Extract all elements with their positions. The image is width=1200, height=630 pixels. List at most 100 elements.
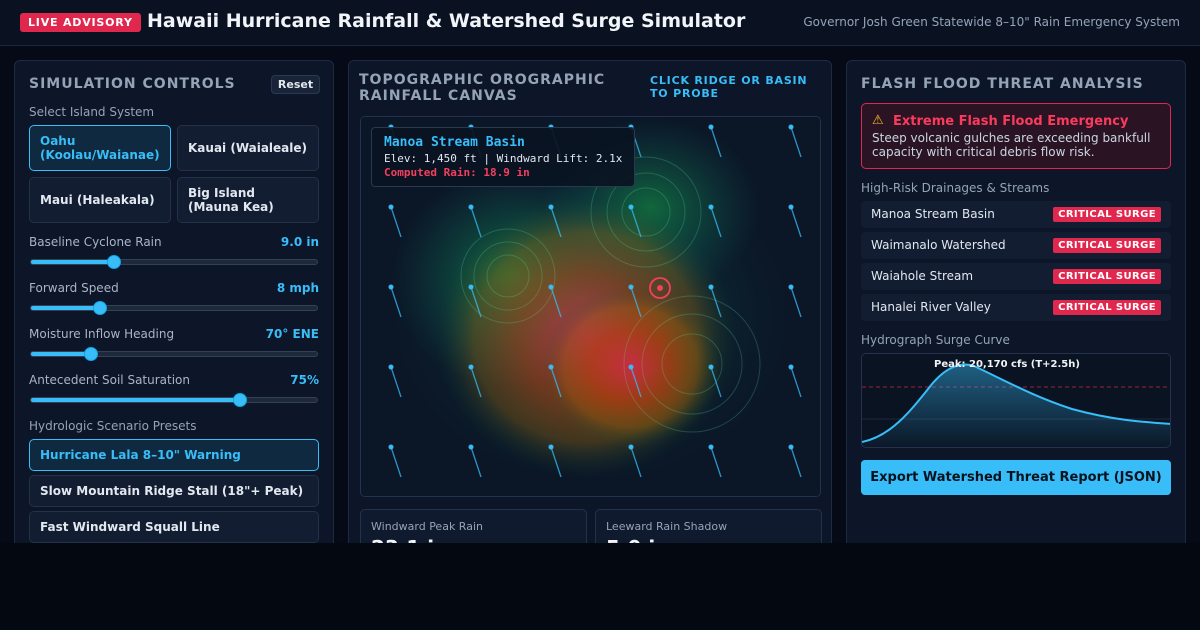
critical-surge-badge: CRITICAL SURGE <box>1053 207 1161 222</box>
drainage-row[interactable]: Waimanalo Watershed CRITICAL SURGE <box>861 232 1171 259</box>
rain-streak <box>630 206 642 238</box>
rain-streak <box>550 446 562 478</box>
rain-streak <box>630 366 642 398</box>
slider-thumb[interactable] <box>92 301 107 315</box>
slider-label: Antecedent Soil Saturation <box>29 373 191 387</box>
drainage-name: Waimanalo Watershed <box>871 238 1006 252</box>
rain-drop <box>548 444 554 450</box>
probe-elevation: Elev: 1,450 ft | Windward Lift: 2.1x <box>384 152 623 165</box>
rain-drop <box>468 364 474 370</box>
slider-track[interactable] <box>30 255 318 269</box>
critical-surge-badge: CRITICAL SURGE <box>1053 300 1161 315</box>
preset-squall-line[interactable]: Fast Windward Squall Line <box>29 511 319 543</box>
slider-track[interactable] <box>30 301 318 315</box>
slider-forward-speed: Forward Speed 8 mph <box>29 281 319 321</box>
slider-track[interactable] <box>30 393 318 407</box>
island-option-kauai[interactable]: Kauai (Waialeale) <box>177 125 319 171</box>
hydrograph-chart: Peak: 20,170 cfs (T+2.5h) <box>861 353 1171 448</box>
hydrograph-svg <box>862 363 1170 447</box>
analysis-title: FLASH FLOOD THREAT ANALYSIS <box>861 76 1144 92</box>
probe-basin-name: Manoa Stream Basin <box>384 135 525 150</box>
rain-streak <box>550 286 562 318</box>
rain-streak <box>790 286 802 318</box>
rain-drop <box>388 284 394 290</box>
rain-streak <box>390 366 402 398</box>
reset-button[interactable]: Reset <box>271 75 320 94</box>
presets-label: Hydrologic Scenario Presets <box>29 419 197 433</box>
rain-drop <box>788 444 794 450</box>
drainage-name: Manoa Stream Basin <box>871 207 995 221</box>
rain-drop <box>708 364 714 370</box>
rain-streak <box>710 206 722 238</box>
drainage-row[interactable]: Hanalei River Valley CRITICAL SURGE <box>861 294 1171 321</box>
ridge-contours <box>460 156 761 433</box>
alert-text: Steep volcanic gulches are exceeding ban… <box>872 131 1151 159</box>
rain-streak <box>790 126 802 158</box>
rain-streak <box>790 446 802 478</box>
probe-computed-rain: Computed Rain: 18.9 in <box>384 166 530 179</box>
drainage-name: Hanalei River Valley <box>871 300 991 314</box>
rain-drop <box>788 204 794 210</box>
viewport-bottom <box>0 543 1200 630</box>
controls-title: SIMULATION CONTROLS <box>29 76 236 92</box>
threat-analysis-panel: FLASH FLOOD THREAT ANALYSIS ⚠ Extreme Fl… <box>846 60 1186 560</box>
drainage-name: Waiahole Stream <box>871 269 974 283</box>
rain-streak <box>630 286 642 318</box>
rain-streak <box>790 206 802 238</box>
island-option-oahu[interactable]: Oahu (Koolau/Waianae) <box>29 125 171 171</box>
stat-label: Windward Peak Rain <box>371 520 483 533</box>
rain-drop <box>548 284 554 290</box>
slider-thumb[interactable] <box>232 393 247 407</box>
hydrograph-area <box>862 364 1170 447</box>
slider-thumb[interactable] <box>84 347 99 361</box>
slider-thumb[interactable] <box>106 255 121 269</box>
rain-drop <box>388 204 394 210</box>
drainages-label: High-Risk Drainages & Streams <box>861 181 1050 195</box>
rain-drop <box>708 124 714 130</box>
slider-label: Forward Speed <box>29 281 119 295</box>
rain-streaks <box>388 124 802 478</box>
rain-streak <box>390 286 402 318</box>
rain-drop <box>548 364 554 370</box>
rain-drop <box>708 284 714 290</box>
export-report-button[interactable]: Export Watershed Threat Report (JSON) <box>861 460 1171 495</box>
rain-streak <box>790 366 802 398</box>
slider-track[interactable] <box>30 347 318 361</box>
rain-drop <box>468 284 474 290</box>
rainfall-canvas-panel: TOPOGRAPHIC OROGRAPHIC RAINFALL CANVAS C… <box>348 60 832 569</box>
island-option-maui[interactable]: Maui (Haleakala) <box>29 177 171 223</box>
rain-drop <box>628 364 634 370</box>
live-advisory-badge: LIVE ADVISORY <box>20 13 141 32</box>
slider-moisture-heading: Moisture Inflow Heading 70° ENE <box>29 327 319 367</box>
system-subtitle: Governor Josh Green Statewide 8–10" Rain… <box>803 15 1180 29</box>
topographic-rainfall-canvas[interactable]: Manoa Stream Basin Elev: 1,450 ft | Wind… <box>360 116 821 497</box>
rain-drop <box>388 364 394 370</box>
rain-drop <box>468 204 474 210</box>
critical-surge-badge: CRITICAL SURGE <box>1053 238 1161 253</box>
slider-soil-saturation: Antecedent Soil Saturation 75% <box>29 373 319 413</box>
rain-streak <box>550 206 562 238</box>
slider-label: Baseline Cyclone Rain <box>29 235 162 249</box>
drainage-row[interactable]: Waiahole Stream CRITICAL SURGE <box>861 263 1171 290</box>
probe-marker[interactable] <box>649 277 671 299</box>
simulation-controls-panel: SIMULATION CONTROLS Reset Select Island … <box>14 60 334 560</box>
slider-value: 75% <box>290 373 319 387</box>
preset-hurricane-lala[interactable]: Hurricane Lala 8–10" Warning <box>29 439 319 471</box>
warning-icon: ⚠ <box>872 113 884 128</box>
canvas-probe-hint: CLICK RIDGE OR BASIN TO PROBE <box>650 74 808 100</box>
rain-drop <box>388 444 394 450</box>
slider-fill <box>31 306 100 310</box>
canvas-title-line1: TOPOGRAPHIC OROGRAPHIC <box>359 72 606 88</box>
rain-drop <box>788 284 794 290</box>
canvas-title: TOPOGRAPHIC OROGRAPHIC RAINFALL CANVAS <box>359 72 605 104</box>
rain-streak <box>710 126 722 158</box>
preset-ridge-stall[interactable]: Slow Mountain Ridge Stall (18"+ Peak) <box>29 475 319 507</box>
slider-fill <box>31 352 92 356</box>
island-option-big-island[interactable]: Big Island (Mauna Kea) <box>177 177 319 223</box>
drainage-row[interactable]: Manoa Stream Basin CRITICAL SURGE <box>861 201 1171 228</box>
canvas-title-line2: RAINFALL CANVAS <box>359 88 518 104</box>
rain-streak <box>390 446 402 478</box>
alert-title: Extreme Flash Flood Emergency <box>893 114 1129 129</box>
rain-drop <box>628 444 634 450</box>
app-title: Hawaii Hurricane Rainfall & Watershed Su… <box>147 10 746 32</box>
